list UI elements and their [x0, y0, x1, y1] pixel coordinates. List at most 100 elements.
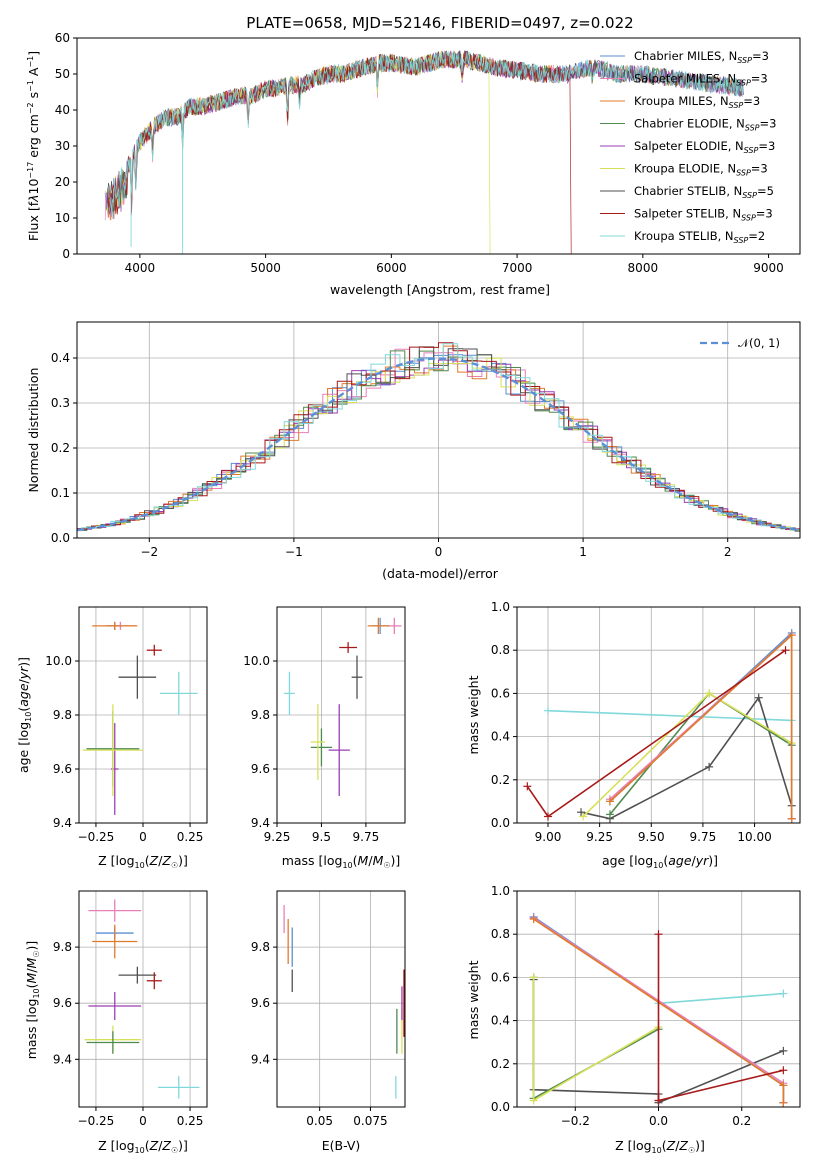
x-tick-label: 9.25 [264, 830, 291, 844]
x-tick-label: 4000 [125, 261, 156, 275]
age-z-xlabel: Z [log10(Z/Z☉)] [98, 853, 188, 870]
x-tick-label: 6000 [376, 261, 407, 275]
y-tick-label: 0.0 [491, 816, 510, 830]
mass-ebv-xlabel: E(B-V) [322, 1138, 361, 1153]
y-tick-label: 60 [55, 31, 70, 45]
legend-label: Salpeter MILES, NSSP=3 [634, 72, 768, 88]
x-tick-label: 0 [139, 1114, 147, 1128]
age-vs-mass-panel: 9.25 9.5 9.75 9.4 9.6 9.8 10.0 [243, 606, 406, 844]
y-tick-label: 0.0 [51, 531, 70, 545]
y-tick-label: 9.4 [53, 816, 72, 830]
age-mass-xlabel: mass [log10(M/M☉)] [282, 853, 401, 870]
residual-histograms [77, 342, 800, 532]
x-tick-label: 9.25 [586, 830, 613, 844]
x-tick-label: −0.25 [78, 830, 115, 844]
histogram-step [77, 350, 800, 532]
panel-axes [516, 606, 801, 824]
y-tick-label: 9.8 [251, 708, 270, 722]
weight-vs-age-panel: 9.00 9.25 9.50 9.75 10.00 0.0 0.2 0.4 0.6 0.8 1.0 [491, 600, 801, 844]
y-tick-label: 0.4 [51, 351, 70, 365]
y-tick-label: 0.4 [491, 730, 510, 744]
x-tick-label: 2 [724, 545, 732, 559]
x-tick-label: 9.5 [312, 830, 331, 844]
spectrum-panel: PLATE=0658, MJD=52146, FIBERID=0497, z=0… [26, 14, 801, 297]
legend-label: Chabrier ELODIE, NSSP=3 [634, 117, 776, 133]
y-tick-label: 50 [55, 67, 70, 81]
y-tick-label: 1.0 [491, 884, 510, 898]
legend-label: Chabrier STELIB, NSSP=5 [634, 184, 774, 200]
x-tick-label: 0.075 [353, 1114, 387, 1128]
x-tick-label: 9.75 [353, 830, 380, 844]
legend-label: Kroupa ELODIE, NSSP=3 [634, 162, 768, 178]
spectrum-title: PLATE=0658, MJD=52146, FIBERID=0497, z=0… [246, 14, 633, 32]
mass-z-xlabel: Z [log10(Z/Z☉)] [98, 1138, 188, 1155]
histogram-xlabel: (data-model)/error [382, 566, 499, 581]
y-tick-label: 10 [55, 211, 70, 225]
x-tick-label: 0.2 [732, 1114, 751, 1128]
y-tick-label: 9.6 [251, 762, 270, 776]
x-tick-label: −0.2 [561, 1114, 590, 1128]
spectrum-legend: Chabrier MILES, NSSP=3 Salpeter MILES, NS… [600, 49, 776, 245]
mass-vs-metallicity-panel: −0.25 0 0.25 9.4 9.6 9.8 [53, 890, 208, 1128]
y-tick-label: 9.8 [53, 708, 72, 722]
weight-z-ylabel: mass weight [466, 960, 481, 1039]
weight-line [547, 709, 792, 722]
y-tick-label: 40 [55, 103, 70, 117]
panel-grid [79, 891, 207, 1107]
x-tick-label: −1 [285, 545, 303, 559]
residual-histogram-panel: −2 −1 0 1 2 0.0 0.1 0.2 0.3 0.4 (data-model)/erro… [26, 321, 801, 581]
x-tick-label: −2 [140, 545, 158, 559]
y-tick-label: 0.2 [51, 441, 70, 455]
panel-grid [277, 891, 405, 1107]
x-tick-label: 1 [579, 545, 587, 559]
age-vs-metallicity-panel: −0.25 0 0.25 9.4 9.6 9.8 10.0 [45, 606, 208, 844]
y-tick-label: 0.0 [491, 1100, 510, 1114]
weight-line [657, 934, 784, 1102]
legend-label: Salpeter STELIB, NSSP=3 [634, 207, 773, 223]
x-tick-label: −0.25 [78, 1114, 115, 1128]
mass-z-ylabel: mass [log10(M/M☉)] [24, 941, 41, 1060]
weight-age-ylabel: mass weight [466, 675, 481, 754]
x-tick-label: 9.75 [690, 830, 717, 844]
mass-vs-extinction-panel: 0.05 0.075 9.4 9.6 9.8 [251, 890, 406, 1128]
x-tick-label: 5000 [250, 261, 281, 275]
spectrum-xlabel: wavelength [Angstrom, rest frame] [330, 282, 550, 297]
y-tick-label: 9.4 [53, 1052, 72, 1066]
y-tick-label: 0.2 [491, 1057, 510, 1071]
y-tick-label: 9.8 [251, 940, 270, 954]
panel-grid [276, 607, 405, 824]
y-tick-label: 30 [55, 139, 70, 153]
y-tick-label: 0.4 [491, 1014, 510, 1028]
x-tick-label: 8000 [628, 261, 659, 275]
y-tick-label: 9.6 [53, 762, 72, 776]
panel-axes [276, 890, 406, 1108]
legend-label: Kroupa STELIB, NSSP=2 [634, 229, 765, 245]
y-tick-label: 0.1 [51, 486, 70, 500]
x-tick-label: 0.05 [306, 1114, 333, 1128]
x-tick-label: 0.0 [649, 1114, 668, 1128]
y-tick-label: 9.6 [251, 996, 270, 1010]
x-tick-label: 0 [139, 830, 147, 844]
y-tick-label: 0.6 [491, 686, 510, 700]
x-tick-label: 0.25 [177, 1114, 204, 1128]
histogram-step [77, 357, 800, 531]
legend-label: Chabrier MILES, NSSP=3 [634, 49, 769, 65]
weight-line [532, 977, 659, 1102]
y-tick-label: 0.2 [491, 773, 510, 787]
x-tick-label: 10.00 [737, 830, 771, 844]
x-tick-label: 9.00 [535, 830, 562, 844]
x-tick-label: 9000 [753, 261, 784, 275]
weight-z-xlabel: Z [log10(Z/Z☉)] [615, 1138, 705, 1155]
y-tick-label: 0.8 [491, 927, 510, 941]
y-tick-label: 9.4 [251, 816, 270, 830]
age-z-ylabel: age [log10(age/yr)] [16, 657, 33, 773]
normal-curve [76, 357, 801, 532]
panel-grid [79, 607, 207, 824]
spectrum-ylabel: Flux [fλ10−17 erg cm−2 s−1 A−1] [26, 51, 41, 241]
legend-label: Salpeter ELODIE, NSSP=3 [634, 139, 775, 155]
spectrum-line [108, 51, 744, 215]
spectrum-lines [104, 50, 744, 254]
weight-line [658, 992, 784, 1005]
legend-label: Kroupa MILES, NSSP=3 [634, 94, 760, 110]
